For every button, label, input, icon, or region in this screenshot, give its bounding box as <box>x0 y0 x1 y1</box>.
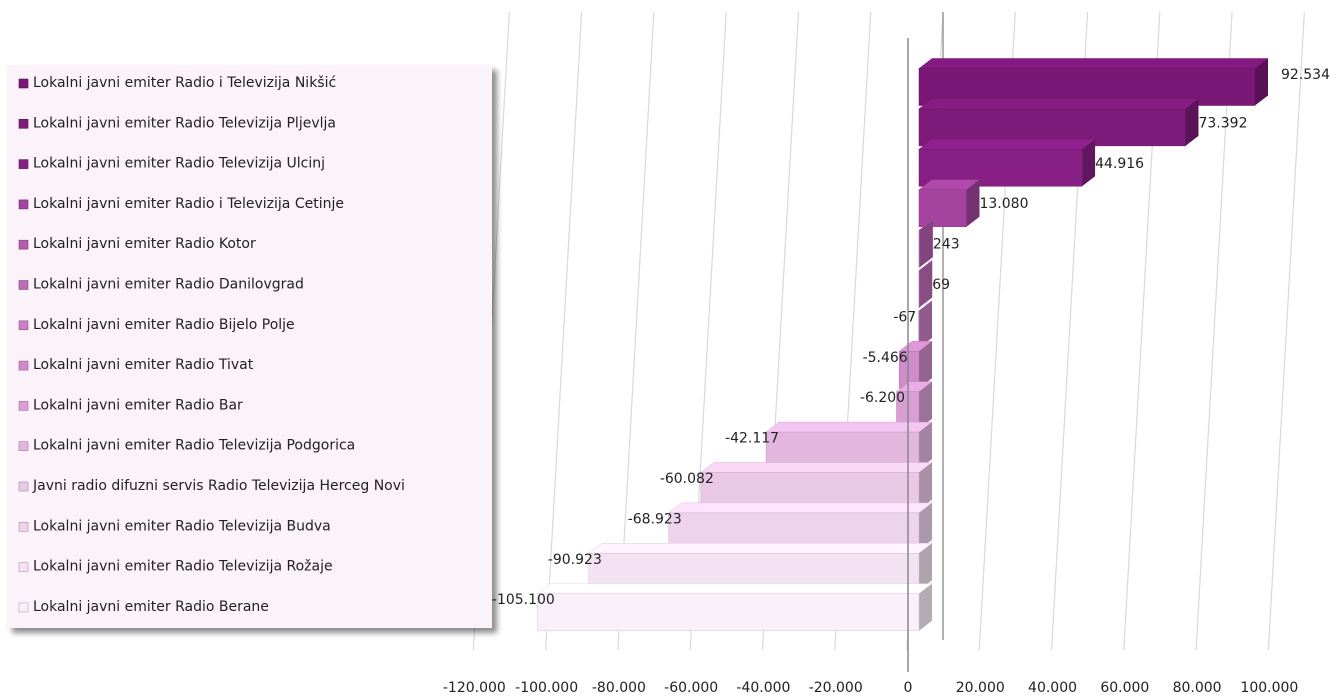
bar <box>537 593 920 631</box>
legend-label: Lokalni javni emiter Radio Televizija Bu… <box>33 518 331 534</box>
legend-box <box>7 65 492 628</box>
value-label: -60.082 <box>660 471 714 487</box>
legend-label: Javni radio difuzni servis Radio Televiz… <box>32 478 405 494</box>
legend-label: Lokalni javni emiter Radio i Televizija … <box>33 196 344 212</box>
legend-label: Lokalni javni emiter Radio Danilovgrad <box>33 277 304 293</box>
bar-side <box>1255 58 1268 106</box>
grid-line <box>1195 11 1233 651</box>
bar <box>918 270 920 308</box>
bar <box>918 189 967 227</box>
legend-label: Lokalni javni emiter Radio Bijelo Polje <box>33 317 295 333</box>
bar-side <box>1185 98 1199 146</box>
value-label: 13.080 <box>979 196 1028 212</box>
legend-swatch <box>18 602 29 613</box>
legend-swatch <box>18 562 29 572</box>
legend-swatch <box>18 481 29 492</box>
bar-top <box>918 98 1200 110</box>
legend-label: Lokalni javni emiter Radio Kotor <box>33 236 256 252</box>
legend-swatch <box>18 441 29 452</box>
bar-side <box>966 179 980 227</box>
bar-side <box>919 422 932 470</box>
legend-label: Lokalni javni emiter Radio Televizija Ro… <box>33 559 333 575</box>
legend-label: Lokalni javni emiter Radio Televizija Ul… <box>33 156 325 172</box>
legend-swatch <box>18 78 29 89</box>
x-tick-label: 100.000 <box>1240 680 1298 696</box>
bar <box>918 229 921 268</box>
x-tick-label: 20.000 <box>956 680 1005 696</box>
bars: 92.534 73.392 44.916 13.080 243 69 -67 -5.466 -6… <box>492 58 1330 631</box>
x-tick-label: -20.000 <box>809 680 863 696</box>
bar-side <box>919 543 932 591</box>
x-tick-label: 0 <box>904 680 913 696</box>
legend-swatch <box>18 199 29 210</box>
legend-swatch <box>18 239 29 250</box>
x-tick-label: 60.000 <box>1100 680 1149 696</box>
legend-swatch <box>18 320 29 331</box>
x-tick-label: -80.000 <box>592 680 646 696</box>
legend-label: Lokalni javni emiter Radio Berane <box>33 599 269 615</box>
legend-label: Lokalni javni emiter Radio Televizija Pl… <box>33 115 336 131</box>
x-tick-label: -40.000 <box>736 680 790 696</box>
legend-label: Lokalni javni emiter Radio Tivat <box>33 357 254 373</box>
value-label: -6.200 <box>860 390 905 406</box>
bar-side <box>919 381 932 429</box>
legend-label: Lokalni javni emiter Radio i Televizija … <box>33 75 336 91</box>
bar-side <box>1082 139 1096 187</box>
legend-label: Lokalni javni emiter Radio Bar <box>33 397 243 413</box>
x-tick-label: -60.000 <box>664 680 718 696</box>
bar-top <box>700 462 933 473</box>
value-label: -90.923 <box>548 552 602 568</box>
legend-swatch <box>18 159 29 169</box>
legend-swatch <box>18 280 29 290</box>
value-label: 69 <box>932 277 950 293</box>
bar-top <box>536 583 933 594</box>
x-tick-label: 80.000 <box>1173 680 1222 696</box>
bar-side <box>919 341 932 389</box>
legend-swatch <box>18 401 29 411</box>
value-label: -42.117 <box>725 431 779 447</box>
bar-side <box>919 300 932 348</box>
x-tick-label: 40.000 <box>1028 680 1077 696</box>
value-label: -68.923 <box>628 511 682 527</box>
bar-side <box>919 583 932 631</box>
legend-swatch <box>18 521 29 532</box>
value-label: 243 <box>933 237 960 253</box>
bar-side <box>919 260 933 308</box>
value-label: 44.916 <box>1095 156 1144 172</box>
value-label: -67 <box>893 309 916 325</box>
x-tick-label: -120.000 <box>443 680 506 696</box>
x-tick-label: -100.000 <box>515 680 578 696</box>
bar-side <box>919 502 932 550</box>
bar-side <box>919 220 933 268</box>
legend: Lokalni javni emiter Radio i Televizija … <box>18 75 405 615</box>
bar-side <box>919 462 932 510</box>
value-label: 92.534 <box>1281 67 1330 83</box>
legend-swatch <box>18 360 29 371</box>
grid-line <box>545 11 583 651</box>
grid-line <box>1267 11 1305 651</box>
value-label: -105.100 <box>492 592 555 608</box>
bar-top <box>588 543 933 554</box>
bar-top <box>765 421 933 433</box>
value-label: 73.392 <box>1198 115 1247 131</box>
bar-top <box>667 502 933 514</box>
bar-top <box>918 58 1269 69</box>
legend-swatch <box>18 119 29 129</box>
bar-top <box>918 139 1096 150</box>
value-label: -5.466 <box>863 350 908 366</box>
legend-label: Lokalni javni emiter Radio Televizija Po… <box>33 438 355 454</box>
